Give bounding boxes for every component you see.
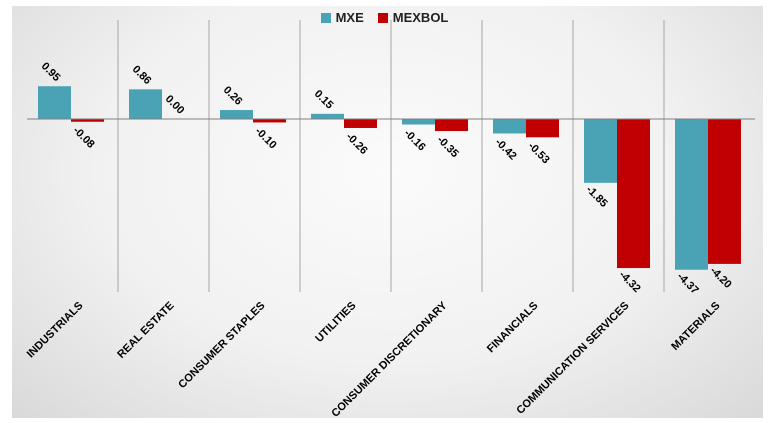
- bar-mxe-consumer-discretionary: [402, 119, 435, 125]
- value-label-mexbol: -4.20: [708, 265, 734, 291]
- bar-mxe-utilities: [311, 113, 344, 119]
- category-label: CONSUMER STAPLES: [176, 300, 267, 391]
- value-label-mexbol: -0.35: [435, 134, 461, 160]
- bar-mxe-communication-services: [584, 119, 617, 183]
- value-label-mexbol: -0.08: [71, 125, 97, 151]
- value-label-mxe: 0.26: [221, 84, 245, 108]
- legend-swatch-mxe: [320, 12, 331, 23]
- bar-mexbol-utilities: [344, 119, 377, 128]
- value-label-mexbol: -0.53: [526, 140, 552, 166]
- bar-mexbol-consumer-staples: [253, 119, 286, 123]
- value-label-mexbol: -4.32: [617, 269, 643, 295]
- category-label: REAL ESTATE: [115, 300, 176, 361]
- value-label-mexbol: -0.10: [253, 125, 279, 151]
- value-label-mxe: -0.42: [493, 136, 519, 162]
- value-label-mxe: 0.86: [130, 63, 154, 87]
- bar-mxe-materials: [675, 119, 708, 270]
- bar-mexbol-communication-services: [617, 119, 650, 269]
- bar-mxe-industrials: [38, 86, 71, 119]
- bar-mxe-real-estate: [129, 89, 162, 119]
- bar-mxe-consumer-staples: [220, 110, 253, 119]
- legend: MXE MEXBOL: [0, 10, 769, 25]
- legend-item-mxe: MXE: [320, 10, 364, 25]
- value-label-mxe: 0.95: [39, 60, 63, 84]
- value-label-mxe: 0.15: [312, 88, 336, 112]
- category-label: INDUSTRIALS: [25, 300, 86, 361]
- legend-label-mexbol: MEXBOL: [392, 10, 449, 25]
- bar-mexbol-materials: [708, 119, 741, 264]
- category-label: COMMUNICATION SERVICES: [514, 300, 631, 417]
- bar-mexbol-financials: [526, 119, 559, 138]
- bar-mxe-financials: [493, 119, 526, 134]
- category-label: UTILITIES: [313, 300, 358, 345]
- legend-item-mexbol: MEXBOL: [377, 10, 449, 25]
- category-label: MATERIALS: [669, 300, 722, 353]
- category-label: FINANCIALS: [485, 300, 541, 356]
- legend-label-mxe: MXE: [335, 10, 364, 25]
- value-label-mxe: -1.85: [584, 184, 610, 210]
- bar-mexbol-industrials: [71, 119, 104, 122]
- bar-mexbol-consumer-discretionary: [435, 119, 468, 132]
- value-label-mxe: -4.37: [675, 271, 701, 297]
- legend-swatch-mexbol: [377, 12, 388, 23]
- value-label-mexbol: -0.26: [344, 131, 370, 157]
- value-label-mexbol: 0.00: [163, 93, 187, 117]
- value-label-mxe: -0.16: [402, 127, 428, 153]
